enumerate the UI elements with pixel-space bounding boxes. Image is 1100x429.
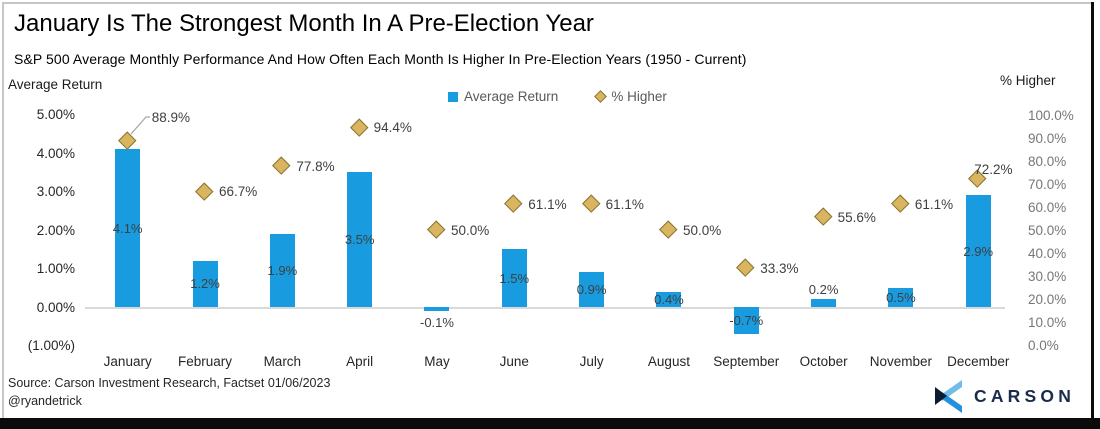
pct-diamond-october [813, 207, 832, 226]
pct-diamond-july [582, 194, 600, 213]
pct-label-may: 50.0% [450, 222, 490, 238]
x-label-may: May [424, 354, 450, 369]
bar-march [269, 233, 295, 307]
right-axis-tick: 90.0% [1028, 130, 1067, 146]
left-axis-tick: 5.00% [36, 107, 75, 122]
pct-label-august: 50.0% [682, 222, 722, 238]
bar-label-april: 3.5% [344, 232, 375, 248]
left-axis-tick: (1.00%) [27, 338, 75, 353]
right-axis-tick: 10.0% [1028, 314, 1067, 330]
chart-subtitle: S&P 500 Average Monthly Performance And … [14, 51, 747, 67]
bar-february [192, 260, 218, 307]
bottom-bar [0, 418, 1100, 429]
carson-logo-icon [935, 380, 962, 413]
pct-label-september: 33.3% [760, 260, 799, 276]
x-label-january: January [103, 354, 152, 369]
bar-december [965, 195, 991, 307]
right-axis-title: % Higher [1000, 73, 1056, 88]
x-label-september: September [713, 354, 780, 369]
x-label-july: July [579, 354, 604, 369]
right-axis-tick: 100.0% [1028, 107, 1074, 123]
right-axis-tick: 60.0% [1028, 199, 1067, 215]
bar-label-july: 0.9% [576, 282, 607, 298]
bar-june [501, 249, 527, 307]
legend: Average Return % Higher [448, 89, 667, 104]
pct-label-october: 55.6% [837, 209, 876, 225]
source-text: Source: Carson Investment Research, Fact… [8, 376, 331, 390]
bar-july [579, 272, 605, 307]
right-axis-tick: 70.0% [1028, 176, 1067, 192]
pct-diamond-november [891, 194, 909, 213]
x-label-december: December [947, 354, 1010, 369]
bar-may [424, 307, 450, 311]
pct-label-february: 66.7% [219, 184, 258, 200]
right-axis-tick: 20.0% [1028, 291, 1067, 307]
bar-label-may: -0.1% [419, 314, 454, 330]
bar-label-january: 4.1% [112, 220, 143, 236]
pct-diamond-april [350, 118, 368, 136]
right-axis-tick: 40.0% [1028, 245, 1067, 261]
bar-label-february: 1.2% [190, 276, 220, 292]
pct-label-july: 61.1% [605, 196, 644, 212]
x-label-march: March [263, 354, 302, 369]
x-label-october: October [799, 354, 848, 369]
left-axis-tick: 4.00% [36, 145, 75, 161]
legend-label: Average Return [464, 89, 559, 104]
bar-label-march: 1.9% [267, 262, 298, 278]
bar-august [656, 291, 682, 307]
x-axis-zero-line [85, 307, 1005, 309]
bar-september [733, 307, 759, 334]
carson-logo-text: CARSON [974, 386, 1076, 406]
pct-diamond-march [272, 156, 291, 175]
pct-diamond-june [504, 194, 523, 213]
bar-label-september: -0.7% [729, 312, 764, 328]
x-label-february: February [178, 354, 233, 369]
pct-diamond-september [736, 258, 755, 277]
bar-label-june: 1.5% [499, 270, 530, 286]
right-border [1091, 2, 1094, 418]
author-handle: @ryandetrick [8, 394, 82, 408]
bar-label-august: 0.4% [654, 291, 684, 307]
x-label-november: November [869, 354, 933, 369]
x-label-august: August [647, 354, 690, 369]
pct-diamond-may [427, 220, 446, 239]
x-label-june: June [499, 354, 529, 369]
pct-diamond-january [118, 130, 136, 149]
pct-diamond-august [659, 220, 678, 239]
legend-item-average-return: Average Return [448, 89, 558, 104]
legend-item-pct-higher: % Higher [594, 89, 667, 104]
bar-swatch-icon [448, 91, 458, 102]
bar-april [347, 172, 373, 307]
left-border [2, 2, 4, 418]
left-axis-tick: 3.00% [36, 184, 75, 199]
bar-november [888, 287, 914, 307]
pct-label-june: 61.1% [528, 196, 567, 212]
pct-label-december: 72.2% [974, 161, 1013, 177]
carson-logo: CARSON [935, 380, 1075, 413]
pct-diamond-february [195, 181, 214, 200]
bar-october [811, 299, 837, 307]
right-axis-tick: 50.0% [1028, 222, 1067, 238]
bar-label-december: 2.9% [963, 243, 994, 259]
right-axis-tick: 0.0% [1028, 337, 1059, 353]
left-axis-tick: 1.00% [36, 261, 75, 276]
legend-label: % Higher [611, 89, 667, 104]
x-label-april: April [346, 354, 374, 369]
page-title: January Is The Strongest Month In A Pre-… [14, 10, 594, 37]
pct-label-april: 94.4% [373, 120, 412, 136]
left-axis-tick: 2.00% [36, 222, 75, 238]
right-axis-tick: 80.0% [1028, 153, 1067, 169]
pct-label-january: 88.9% [151, 110, 190, 125]
left-axis-title: Average Return [8, 77, 103, 92]
bar-label-october: 0.2% [808, 282, 839, 298]
pct-label-march: 77.8% [296, 158, 335, 174]
top-border [2, 2, 1091, 4]
pct-label-november: 61.1% [914, 196, 954, 212]
bar-january [115, 149, 141, 307]
left-axis-tick: 0.00% [36, 299, 75, 315]
bar-label-november: 0.5% [886, 289, 916, 305]
right-axis-tick: 30.0% [1028, 268, 1067, 284]
